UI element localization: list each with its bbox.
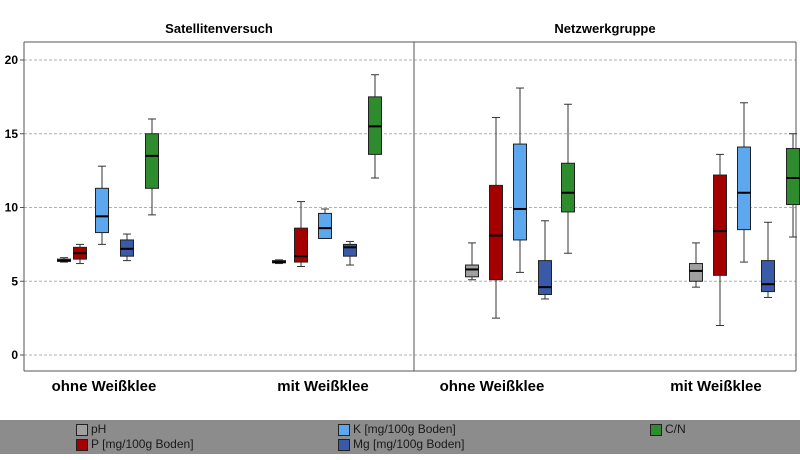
box-1-0-2-iqr <box>513 143 527 241</box>
panel-title-0: Satellitenversuch <box>165 21 273 36</box>
legend-item-p: P [mg/100g Boden] <box>76 437 194 452</box>
box-1-1-2-iqr <box>737 146 751 231</box>
y-tick-label-15: 15 <box>5 127 19 141</box>
y-tick-label-10: 10 <box>5 201 19 215</box>
legend-item-cn: C/N <box>650 422 686 437</box>
legend-label-mg: Mg [mg/100g Boden] <box>353 437 465 451</box>
box-1-0-1-iqr <box>489 184 503 281</box>
boxplot-chart: 0 5 10 15 20 Satellitenversuch ohne Weißklee mi… <box>5 21 800 395</box>
box-1-1-0-iqr <box>689 263 703 282</box>
box-1-1-4-iqr <box>786 148 800 206</box>
legend-label-ph: pH <box>91 422 107 436</box>
box-1-1-1-iqr <box>713 174 727 276</box>
panel-title-1: Netzwerkgruppe <box>554 21 655 36</box>
legend-item-mg: Mg [mg/100g Boden] <box>338 437 464 452</box>
box-0-0-4-iqr <box>145 133 159 189</box>
group-label-0-0: ohne Weißklee <box>52 378 157 395</box>
y-tick-label-5: 5 <box>11 274 18 288</box>
y-tick-label-20: 20 <box>5 53 19 67</box>
box-1-1-3-iqr <box>761 260 775 293</box>
legend-item-k: K [mg/100g Boden] <box>338 422 456 437</box>
box-0-1-1-iqr <box>294 227 308 263</box>
legend-swatch-p <box>76 438 88 451</box>
legend-label-p: P [mg/100g Boden] <box>91 437 194 451</box>
box-1-0-3-iqr <box>538 260 552 296</box>
legend: pH P [mg/100g Boden] K [mg/100g Boden] M… <box>0 420 800 454</box>
box-1-0-4-iqr <box>561 162 575 213</box>
box-0-1-2-iqr <box>318 212 332 239</box>
box-1-0-0-iqr <box>465 264 479 278</box>
box-0-1-3-iqr <box>343 243 357 257</box>
plot-background <box>24 42 796 371</box>
legend-swatch-cn <box>650 423 662 436</box>
legend-swatch-mg <box>338 438 350 451</box>
legend-swatch-ph <box>76 423 88 436</box>
group-label-1-0: ohne Weißklee <box>440 378 545 395</box>
group-label-1-1: mit Weißklee <box>670 378 761 395</box>
group-label-0-1: mit Weißklee <box>277 378 368 395</box>
legend-label-cn: C/N <box>665 422 686 436</box>
legend-swatch-k <box>338 423 350 436</box>
y-tick-label-0: 0 <box>11 348 18 362</box>
box-0-0-2-iqr <box>95 187 109 234</box>
legend-item-ph: pH <box>76 422 106 437</box>
legend-label-k: K [mg/100g Boden] <box>353 422 456 436</box>
